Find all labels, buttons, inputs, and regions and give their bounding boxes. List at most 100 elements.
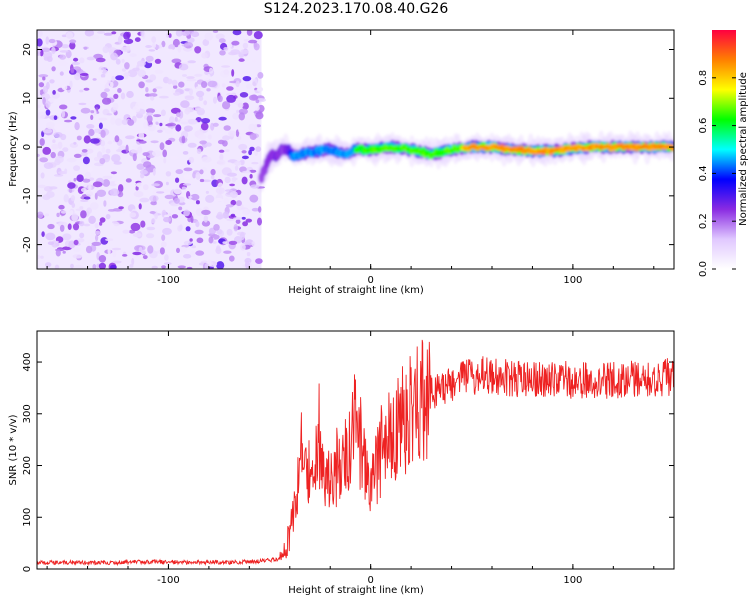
- noise-blob: [183, 209, 191, 217]
- noise-blob: [75, 44, 83, 50]
- noise-blob: [107, 248, 111, 255]
- noise-blob: [54, 264, 60, 269]
- noise-blob: [113, 161, 122, 165]
- noise-blob: [210, 168, 216, 176]
- noise-blob: [140, 250, 147, 255]
- noise-blob: [249, 146, 255, 152]
- noise-blob: [138, 246, 143, 253]
- noise-blob: [151, 36, 157, 43]
- noise-blob: [201, 220, 211, 227]
- noise-blob: [222, 241, 227, 244]
- noise-blob: [238, 112, 245, 121]
- noise-blob: [51, 46, 56, 55]
- noise-blob: [195, 250, 205, 256]
- noise-blob: [64, 127, 72, 131]
- noise-blob: [229, 183, 236, 187]
- noise-blob: [246, 252, 251, 257]
- noise-blob: [98, 254, 107, 263]
- noise-blob: [87, 239, 94, 244]
- noise-blob: [151, 43, 157, 49]
- noise-blob: [59, 71, 64, 76]
- noise-blob: [247, 39, 258, 44]
- noise-blob: [92, 78, 97, 81]
- noise-blob: [69, 41, 76, 50]
- noise-blob: [105, 238, 114, 242]
- noise-blob: [59, 224, 65, 232]
- noise-blob: [154, 69, 164, 74]
- noise-blob: [255, 105, 260, 111]
- noise-blob: [183, 174, 192, 180]
- noise-blob: [238, 143, 248, 151]
- noise-blob: [127, 119, 135, 126]
- noise-blob: [71, 202, 76, 208]
- noise-blob: [49, 186, 58, 190]
- noise-blob: [79, 232, 85, 239]
- noise-blob: [99, 217, 106, 223]
- noise-blob: [73, 177, 77, 182]
- noise-blob: [64, 119, 73, 123]
- noise-blob: [37, 30, 43, 38]
- noise-blob: [173, 187, 183, 195]
- noise-blob: [124, 79, 133, 88]
- noise-blob: [240, 243, 246, 251]
- noise-blob: [200, 122, 209, 131]
- noise-blob: [99, 221, 103, 226]
- noise-blob: [143, 121, 149, 129]
- noise-blob: [198, 96, 204, 101]
- noise-blob: [258, 206, 262, 213]
- noise-blob: [114, 180, 124, 185]
- noise-blob: [81, 149, 88, 153]
- noise-blob: [231, 40, 240, 46]
- noise-blob: [156, 201, 161, 205]
- noise-blob: [252, 78, 258, 87]
- noise-blob: [222, 135, 231, 141]
- noise-blob: [240, 49, 249, 55]
- noise-blob: [53, 115, 58, 120]
- noise-blob: [70, 195, 76, 202]
- noise-blob: [46, 121, 55, 130]
- noise-blob: [85, 191, 94, 197]
- noise-blob: [52, 139, 56, 143]
- noise-blob: [148, 93, 158, 97]
- noise-blob: [251, 207, 260, 212]
- noise-blob: [61, 44, 70, 49]
- noise-blob: [139, 169, 148, 175]
- noise-blob: [239, 92, 249, 98]
- noise-blob: [229, 39, 233, 48]
- spectrogram-x-tick-label: 100: [563, 275, 582, 286]
- noise-blob: [196, 148, 202, 154]
- noise-blob: [226, 228, 233, 236]
- noise-blob: [109, 188, 120, 196]
- noise-blob: [100, 140, 106, 147]
- noise-blob: [167, 144, 171, 153]
- noise-blob: [149, 195, 159, 202]
- noise-blob: [249, 94, 259, 101]
- noise-blob: [122, 229, 130, 234]
- snr-y-tick-label: 100: [22, 508, 33, 527]
- noise-blob: [223, 197, 229, 205]
- noise-blob: [80, 187, 87, 193]
- noise-blob: [249, 174, 253, 179]
- noise-blob: [245, 260, 250, 269]
- noise-blob: [233, 217, 242, 220]
- noise-blob: [74, 122, 80, 131]
- spectrogram-y-tick-label: 0: [22, 144, 33, 150]
- noise-blob: [70, 67, 75, 74]
- noise-blob: [238, 58, 245, 62]
- noise-blob: [138, 131, 145, 140]
- noise-blob: [83, 223, 91, 227]
- noise-blob: [166, 122, 177, 127]
- noise-blob: [230, 49, 241, 55]
- noise-blob: [40, 172, 45, 179]
- noise-blob: [129, 212, 137, 218]
- noise-blob: [39, 157, 49, 163]
- noise-blob: [171, 214, 179, 219]
- noise-blob: [147, 245, 154, 254]
- noise-blob: [168, 44, 176, 51]
- noise-blob: [113, 93, 119, 99]
- noise-blob: [61, 84, 68, 91]
- spectrogram-noise: [37, 30, 266, 269]
- noise-blob: [72, 223, 80, 231]
- noise-blob: [210, 174, 215, 180]
- noise-blob: [221, 83, 226, 88]
